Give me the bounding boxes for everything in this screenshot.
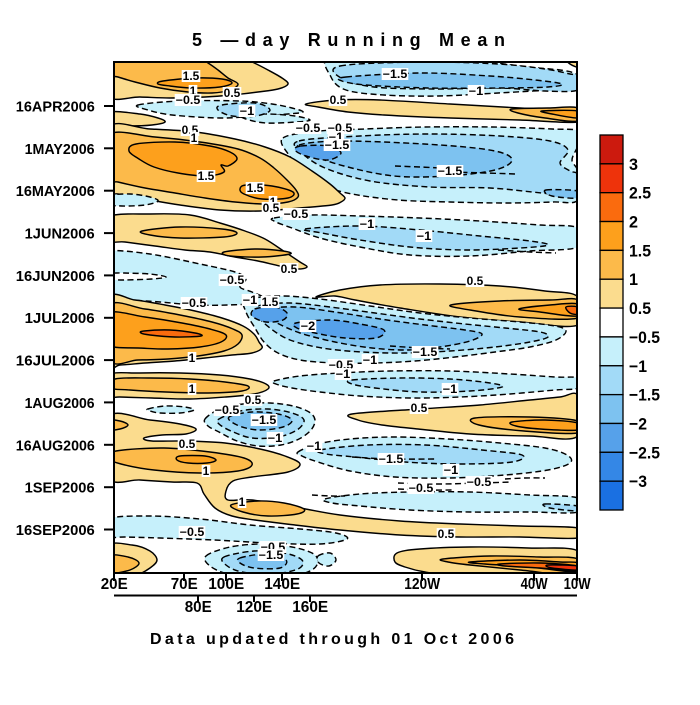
svg-text:120W: 120W — [404, 576, 441, 593]
svg-text:−1.5: −1.5 — [259, 550, 284, 562]
svg-text:20E: 20E — [101, 576, 128, 593]
svg-text:1: 1 — [191, 133, 198, 145]
svg-text:0.5: 0.5 — [629, 299, 651, 318]
svg-text:1: 1 — [629, 270, 638, 289]
svg-text:5 —day Running Mean: 5 —day Running Mean — [192, 30, 505, 50]
svg-text:1: 1 — [203, 466, 210, 478]
svg-text:−1.5: −1.5 — [325, 140, 350, 152]
svg-text:10W: 10W — [564, 576, 592, 593]
svg-text:−0.5: −0.5 — [284, 209, 309, 221]
svg-text:−1: −1 — [336, 369, 351, 381]
svg-text:1AUG2006: 1AUG2006 — [25, 395, 95, 412]
svg-text:−1: −1 — [469, 86, 484, 98]
svg-text:1.5: 1.5 — [262, 297, 279, 309]
svg-text:−1.5: −1.5 — [629, 386, 660, 405]
svg-text:2.5: 2.5 — [629, 184, 651, 203]
svg-text:−1: −1 — [307, 441, 322, 453]
svg-text:−1.5: −1.5 — [438, 166, 463, 178]
svg-text:−1: −1 — [443, 384, 458, 396]
svg-text:−1.5: −1.5 — [379, 454, 404, 466]
svg-text:−0.5: −0.5 — [629, 328, 660, 347]
svg-text:−1: −1 — [360, 219, 375, 231]
svg-text:−1.5: −1.5 — [413, 347, 438, 359]
svg-text:1.5: 1.5 — [198, 171, 215, 183]
svg-text:0.5: 0.5 — [438, 529, 455, 541]
svg-text:−1: −1 — [240, 106, 255, 118]
svg-text:−0.5: −0.5 — [409, 483, 434, 495]
svg-text:1JUN2006: 1JUN2006 — [25, 226, 95, 243]
svg-text:16MAY2006: 16MAY2006 — [16, 183, 95, 200]
svg-text:−1: −1 — [629, 357, 647, 376]
svg-text:0.5: 0.5 — [245, 395, 262, 407]
svg-text:0.5: 0.5 — [224, 88, 241, 100]
svg-text:−0.5: −0.5 — [296, 123, 321, 135]
svg-text:Data updated through 01 Oct 20: Data updated through 01 Oct 2006 — [150, 631, 514, 648]
svg-text:3: 3 — [629, 155, 638, 174]
svg-text:−0.5: −0.5 — [467, 477, 492, 489]
svg-text:0.5: 0.5 — [179, 439, 196, 451]
svg-text:16JUL2006: 16JUL2006 — [16, 353, 95, 370]
svg-text:1: 1 — [190, 86, 197, 98]
svg-text:−1.5: −1.5 — [383, 69, 408, 81]
svg-text:100E: 100E — [208, 576, 244, 593]
svg-text:1JUL2006: 1JUL2006 — [25, 310, 95, 327]
svg-text:16JUN2006: 16JUN2006 — [16, 268, 95, 285]
svg-text:70E: 70E — [171, 576, 198, 593]
svg-text:−1: −1 — [417, 231, 432, 243]
svg-text:1.5: 1.5 — [183, 71, 200, 83]
svg-text:−0.5: −0.5 — [220, 275, 245, 287]
svg-text:0.5: 0.5 — [263, 203, 280, 215]
svg-text:1.5: 1.5 — [629, 241, 651, 260]
svg-text:−1: −1 — [243, 295, 258, 307]
svg-text:2: 2 — [629, 213, 638, 232]
svg-text:1: 1 — [189, 384, 196, 396]
svg-text:−1: −1 — [444, 465, 459, 477]
svg-text:16APR2006: 16APR2006 — [16, 99, 95, 116]
svg-text:−3: −3 — [629, 472, 647, 491]
svg-text:1MAY2006: 1MAY2006 — [25, 141, 95, 158]
svg-text:80E: 80E — [185, 599, 212, 616]
svg-text:−2: −2 — [629, 415, 647, 434]
svg-text:160E: 160E — [292, 599, 328, 616]
svg-text:1: 1 — [239, 497, 246, 509]
svg-text:1.5: 1.5 — [247, 183, 264, 195]
svg-text:−0.5: −0.5 — [176, 95, 201, 107]
svg-text:120E: 120E — [236, 599, 272, 616]
svg-text:0.5: 0.5 — [281, 264, 298, 276]
svg-text:−2.5: −2.5 — [629, 443, 660, 462]
svg-text:−1: −1 — [363, 355, 378, 367]
svg-text:140E: 140E — [264, 576, 300, 593]
svg-text:−1: −1 — [268, 433, 283, 445]
svg-text:−0.5: −0.5 — [215, 405, 240, 417]
svg-text:1SEP2006: 1SEP2006 — [25, 480, 95, 497]
svg-text:−0.5: −0.5 — [180, 527, 205, 539]
svg-text:−2: −2 — [301, 321, 316, 333]
svg-text:40W: 40W — [521, 576, 549, 593]
svg-text:0.5: 0.5 — [330, 95, 347, 107]
svg-text:1: 1 — [189, 353, 196, 365]
svg-text:0.5: 0.5 — [467, 276, 484, 288]
svg-text:−0.5: −0.5 — [182, 298, 207, 310]
svg-text:16AUG2006: 16AUG2006 — [16, 437, 95, 454]
svg-text:0.5: 0.5 — [411, 403, 428, 415]
svg-text:−1.5: −1.5 — [252, 415, 277, 427]
svg-text:16SEP2006: 16SEP2006 — [16, 522, 95, 539]
